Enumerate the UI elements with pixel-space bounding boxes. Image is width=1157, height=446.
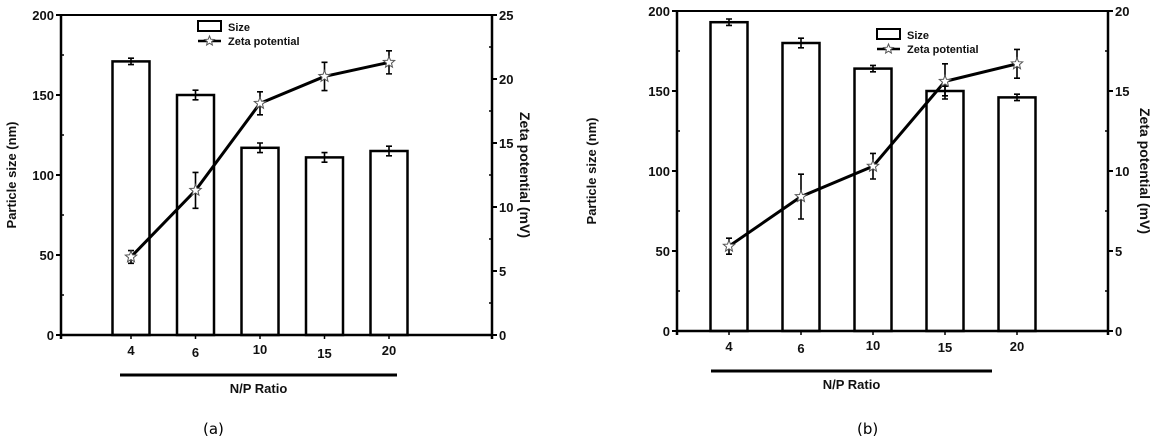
x-axis-label: N/P Ratio: [823, 377, 881, 392]
y-tick-label: 50: [40, 248, 54, 263]
size-error-bar: [192, 89, 199, 101]
y-tick-label: 0: [47, 328, 54, 343]
size-error-bar: [386, 145, 392, 157]
y-tick-label: 50: [656, 244, 670, 259]
star-marker-icon: [253, 95, 267, 110]
y2-tick-label: 25: [499, 8, 513, 23]
x-tick-label: 15: [938, 340, 952, 355]
y-tick-label: 100: [32, 168, 54, 183]
y2-axis-label: Zeta potential (mV): [1137, 108, 1153, 234]
y2-tick-label: 10: [1115, 164, 1129, 179]
y-tick-label: 150: [32, 88, 54, 103]
legend-star-icon: [203, 34, 216, 47]
y2-tick-label: 20: [1115, 4, 1129, 19]
y-tick-label: 150: [648, 84, 670, 99]
size-error-bar: [321, 151, 328, 163]
x-axis-label: N/P Ratio: [230, 381, 288, 396]
chart-panel-a: 0 50 100 150 200 0 5 10 15 20 25 4 6 10 15 20 N/P Ratio P…: [4, 8, 533, 438]
size-error-bar: [128, 57, 134, 66]
y2-tick-label: 0: [1115, 324, 1122, 339]
panel-caption-b: (b): [857, 420, 879, 438]
legend-label-size: Size: [228, 22, 250, 34]
y2-tick-label: 5: [1115, 244, 1122, 259]
size-error-bar: [726, 18, 732, 27]
chart-a-svg: 0 50 100 150 200 0 5 10 15 20 25 4 6 10 15 20 N/P Ratio P…: [4, 8, 533, 396]
y2-tick-label: 0: [499, 328, 506, 343]
size-error-bar: [870, 64, 876, 73]
star-marker-icon: [722, 238, 736, 253]
y-axis-label: Particle size (nm): [584, 118, 599, 225]
size-error-bar: [1014, 93, 1020, 102]
size-bar: [111, 60, 151, 337]
star-marker-icon: [866, 158, 880, 173]
star-marker-icon: [382, 55, 396, 69]
star-marker-icon: [794, 189, 808, 203]
y-tick-label: 100: [648, 164, 670, 179]
y2-tick-label: 20: [499, 72, 513, 87]
size-error-bar: [257, 142, 263, 154]
size-error-bar: [798, 37, 804, 49]
size-bar: [925, 89, 965, 333]
star-marker-icon: [188, 183, 203, 197]
x-tick-label: 6: [797, 341, 804, 356]
legend-star-icon: [882, 42, 895, 55]
y2-tick-label: 5: [499, 264, 506, 279]
y2-tick-label: 10: [499, 200, 513, 215]
y-tick-label: 200: [32, 8, 54, 23]
legend-label-zeta: Zeta potential: [907, 44, 979, 56]
chart-panel-b: 0 50 100 150 200 0 5 10 15 20 4 6 10 15 20 N/P Ratio Par…: [580, 0, 1157, 446]
star-marker-icon: [317, 69, 332, 83]
y2-tick-label: 15: [1115, 84, 1129, 99]
legend-bar-swatch-icon: [197, 20, 222, 32]
x-tick-label: 20: [1010, 339, 1024, 354]
star-marker-icon: [124, 249, 138, 263]
size-bar: [240, 146, 280, 337]
x-tick-label: 4: [725, 339, 733, 354]
x-tick-label: 20: [382, 343, 396, 358]
x-tick-label: 15: [317, 346, 331, 361]
size-bar: [175, 93, 216, 337]
y-tick-label: 0: [663, 324, 670, 339]
star-marker-icon: [938, 74, 952, 88]
x-tick-label: 10: [866, 338, 880, 353]
y-tick-label: 200: [648, 4, 670, 19]
y2-tick-label: 15: [499, 136, 513, 151]
size-bar: [369, 149, 409, 337]
legend-bar-swatch-icon: [876, 28, 901, 40]
x-tick-label: 10: [253, 342, 267, 357]
panel-caption-a: (a): [203, 420, 224, 438]
size-bar: [853, 67, 893, 333]
y-axis-label: Particle size (nm): [4, 122, 19, 229]
star-marker-icon: [1010, 56, 1024, 70]
size-bar: [709, 20, 749, 333]
legend-label-zeta: Zeta potential: [228, 36, 300, 48]
chart-b-svg: 0 50 100 150 200 0 5 10 15 20 4 6 10 15 20 N/P Ratio Par…: [584, 4, 1153, 392]
size-bar: [997, 96, 1037, 333]
x-tick-label: 6: [192, 345, 199, 360]
y2-axis-label: Zeta potential (mV): [517, 112, 533, 238]
x-tick-label: 4: [127, 343, 135, 358]
legend-label-size: Size: [907, 30, 929, 42]
size-bar: [304, 156, 345, 337]
